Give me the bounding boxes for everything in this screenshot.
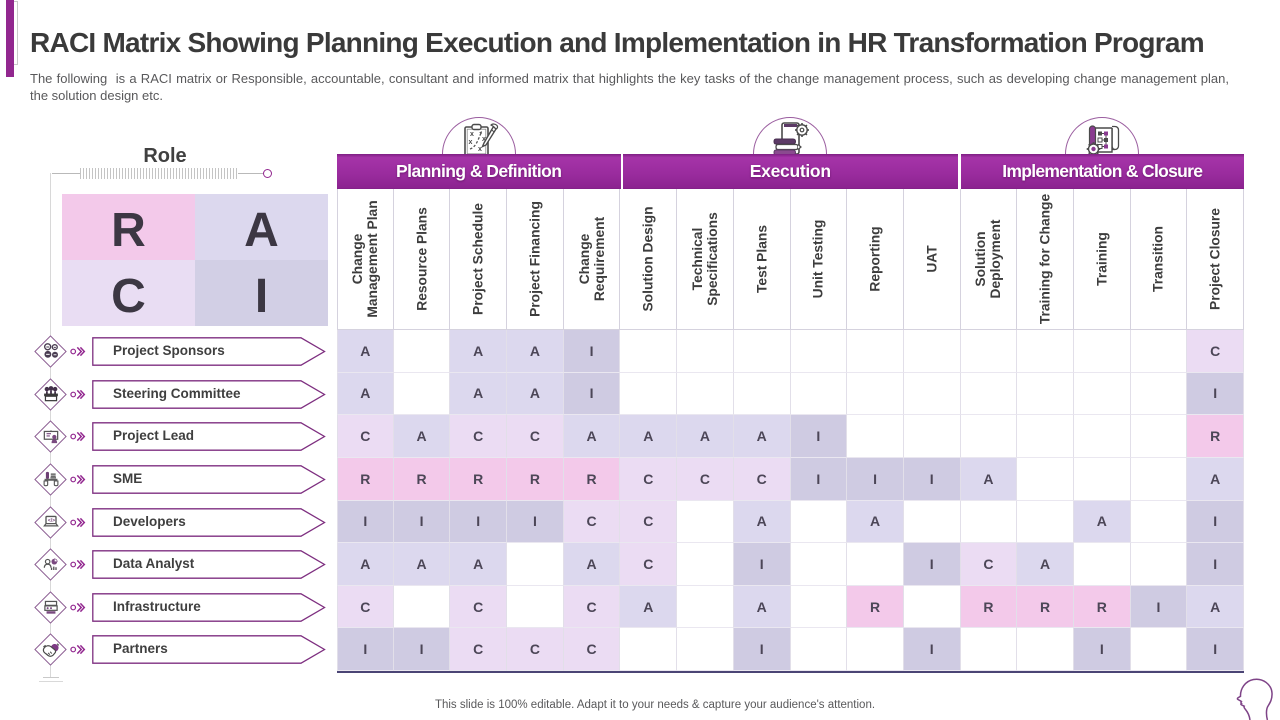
svg-text:x: x	[482, 136, 486, 143]
svg-text:</>: </>	[47, 518, 54, 524]
svg-text:x: x	[478, 146, 482, 153]
svg-text:x: x	[469, 139, 473, 146]
svg-text:x: x	[470, 131, 474, 138]
